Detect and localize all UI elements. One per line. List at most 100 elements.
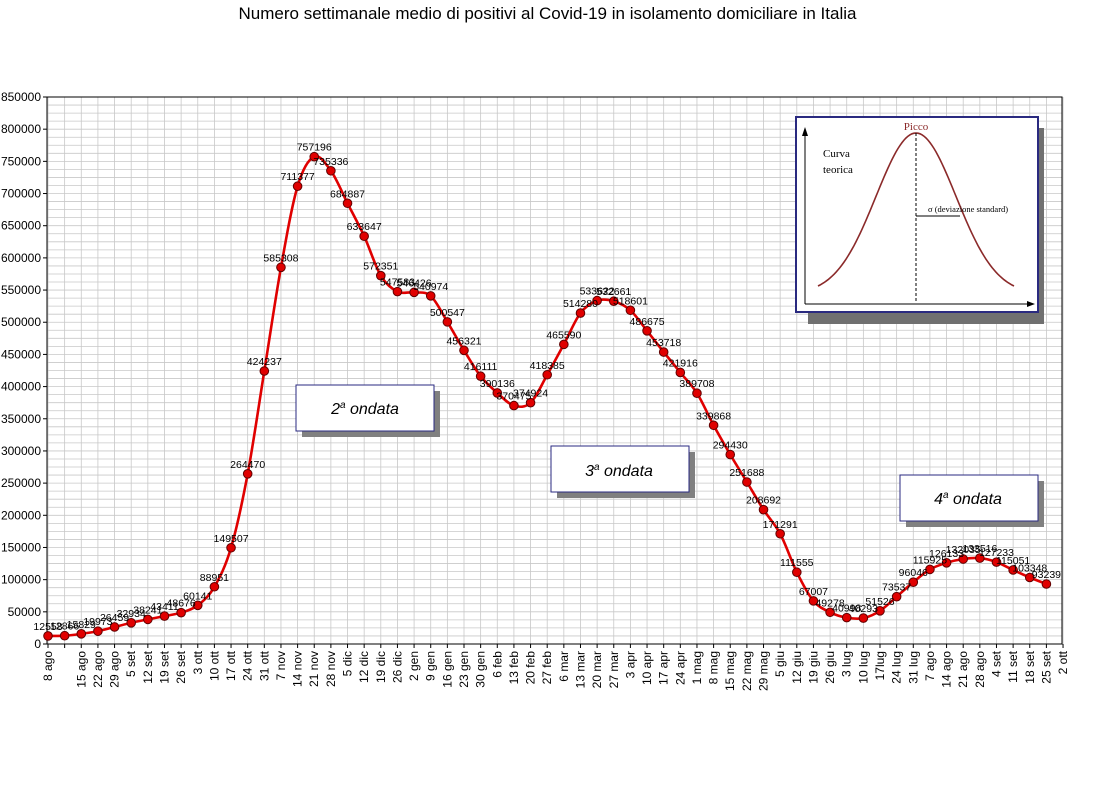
annotation-2nd-wave-label: 2a ondata [330, 400, 399, 418]
data-point [825, 607, 835, 618]
data-label: 294430 [713, 440, 748, 452]
data-label: 51526 [865, 596, 894, 608]
data-label: 171291 [763, 519, 798, 531]
data-label: 40998 [832, 603, 861, 615]
y-tick-label: 400000 [1, 380, 41, 394]
x-tick-label: 30 gen [474, 651, 488, 688]
data-point [109, 622, 120, 632]
data-point [475, 371, 486, 382]
data-label: 532661 [596, 286, 631, 298]
x-tick-label: 26 giu [823, 651, 837, 684]
x-tick-label: 19 dic [374, 651, 388, 683]
data-label: 60141 [183, 590, 212, 602]
x-tick-label: 10 lug [856, 651, 870, 684]
chart-title: Numero settimanale medio di positivi al … [238, 4, 857, 23]
data-point [692, 388, 702, 399]
y-tick-label: 100000 [1, 573, 41, 587]
data-label: 12866 [50, 621, 79, 633]
y-tick-label: 0 [34, 637, 41, 651]
data-label: 126133 [929, 548, 964, 560]
x-tick-label: 5 dic [341, 651, 355, 676]
data-point [758, 504, 769, 515]
data-label: 40293 [849, 603, 878, 615]
data-point [708, 420, 719, 431]
data-point [43, 631, 53, 641]
data-label: 115925 [913, 554, 947, 566]
data-label: 500547 [430, 307, 465, 319]
annotation-3rd-wave: 3a ondata [550, 445, 695, 498]
data-point [292, 181, 303, 192]
data-point [326, 165, 336, 176]
data-label: 456321 [446, 335, 481, 347]
data-point [192, 600, 203, 611]
data-point [775, 528, 785, 539]
data-point [209, 581, 220, 592]
x-tick-label: 27 mar [607, 651, 621, 688]
data-point [359, 231, 369, 242]
x-tick-label: 10 ott [207, 650, 221, 681]
data-point [442, 317, 453, 327]
x-tick-label: 25 set [1039, 650, 1053, 683]
x-tick-label: 21 ago [956, 651, 970, 688]
data-point [792, 567, 802, 578]
data-point [725, 449, 736, 460]
data-label: 711377 [280, 171, 314, 183]
x-tick-label: 19 giu [806, 651, 820, 684]
x-tick-label: 14 ago [940, 651, 954, 688]
inset-curve-label-2: teorica [823, 164, 853, 176]
x-tick-label: 1 mag [690, 651, 704, 684]
y-tick-label: 300000 [1, 444, 41, 458]
x-tick-label: 15 ago [74, 651, 88, 688]
data-point [1024, 572, 1035, 583]
x-tick-label: 22 mag [740, 651, 754, 691]
x-tick-label: 12 giu [790, 651, 804, 684]
x-tick-label: 31 lug [906, 651, 920, 684]
x-tick-label: 17lug [873, 651, 887, 680]
plot-area-frame [46, 96, 1063, 645]
x-tick-label: 3 ott [191, 650, 205, 674]
data-label: 453718 [646, 337, 681, 349]
data-label: 208692 [746, 495, 781, 507]
x-tick-label: 8 ago [41, 651, 55, 681]
data-label: 374924 [513, 388, 548, 400]
data-label: 149507 [214, 533, 249, 545]
data-label: 26459 [100, 612, 129, 624]
data-point [991, 557, 1002, 567]
data-label: 115051 [996, 555, 1030, 567]
data-point [226, 542, 236, 553]
x-tick-label: 20 mar [590, 651, 604, 688]
data-label: 572351 [363, 261, 398, 273]
data-label: 19973 [83, 616, 112, 628]
x-tick-label: 12 dic [357, 651, 371, 683]
data-label: 416111 [464, 361, 498, 373]
x-tick-label: 3 apr [623, 651, 637, 678]
x-tick-label: 13 feb [507, 651, 521, 685]
data-label: 339868 [696, 410, 731, 422]
x-tick-label: 21 nov [307, 651, 321, 687]
x-tick-label: 9 gen [424, 651, 438, 681]
data-label: 465590 [546, 329, 581, 341]
data-point [425, 291, 436, 301]
data-point [525, 397, 536, 408]
x-tick-label: 19 set [157, 650, 171, 683]
data-label: 251688 [729, 467, 764, 479]
x-tick-label: 24 ott [241, 650, 255, 681]
x-tick-label: 18 set [1023, 650, 1037, 683]
annotation-3rd-wave-label: 3a ondata [585, 462, 653, 480]
x-tick-label: 13 mar [573, 651, 587, 688]
data-point [376, 270, 386, 281]
x-tick-label: 26 dic [390, 651, 404, 683]
data-label: 127233 [979, 547, 1014, 559]
data-point [841, 612, 852, 623]
data-point [642, 326, 652, 336]
x-tick-label: 6 feb [490, 651, 504, 678]
x-axis: 8 ago 15 ago 22 ago 29 ago 5 set 12 set 19 set… [41, 644, 1070, 691]
x-tick-label: 3 lug [840, 651, 854, 677]
data-point [176, 607, 186, 618]
x-tick-label: 17 ott [224, 650, 238, 681]
data-label: 103348 [1012, 562, 1047, 574]
y-axis: 0 50000 100000 150000 200000 250000 300000 3500… [1, 90, 47, 651]
data-point [143, 614, 153, 625]
data-label: 133516 [962, 543, 997, 555]
